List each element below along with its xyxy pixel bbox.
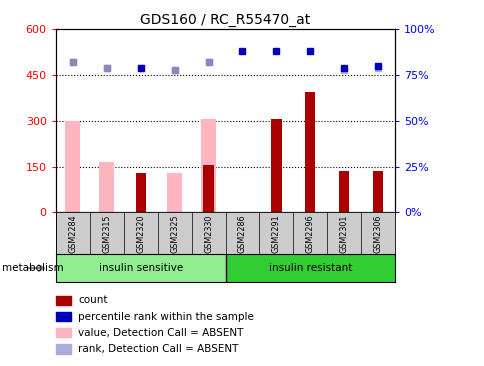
Text: GSM2306: GSM2306 — [373, 214, 382, 253]
Bar — [56, 296, 71, 305]
Text: value, Detection Call = ABSENT: value, Detection Call = ABSENT — [78, 328, 243, 338]
Bar — [304, 92, 315, 212]
Text: GSM2330: GSM2330 — [204, 214, 212, 253]
Text: GSM2296: GSM2296 — [305, 214, 314, 253]
Bar — [166, 173, 182, 212]
Bar — [203, 165, 213, 212]
Bar — [65, 121, 80, 212]
Bar — [200, 119, 216, 212]
Text: GSM2291: GSM2291 — [272, 214, 280, 253]
Text: percentile rank within the sample: percentile rank within the sample — [78, 311, 254, 322]
Text: count: count — [78, 295, 108, 306]
Title: GDS160 / RC_R55470_at: GDS160 / RC_R55470_at — [140, 13, 310, 27]
Text: GSM2301: GSM2301 — [339, 214, 348, 253]
Text: GSM2286: GSM2286 — [238, 214, 246, 253]
Bar — [225, 254, 394, 282]
Text: GSM2325: GSM2325 — [170, 214, 179, 253]
Text: GSM2315: GSM2315 — [102, 214, 111, 253]
Bar — [135, 173, 145, 212]
Text: GSM2284: GSM2284 — [68, 214, 77, 253]
Bar — [99, 162, 114, 212]
Text: metabolism: metabolism — [2, 263, 64, 273]
Text: insulin sensitive: insulin sensitive — [98, 263, 182, 273]
Bar — [56, 254, 225, 282]
Bar — [56, 328, 71, 337]
Bar — [372, 171, 382, 212]
Text: rank, Detection Call = ABSENT: rank, Detection Call = ABSENT — [78, 344, 238, 354]
Bar — [56, 344, 71, 354]
Text: GSM2320: GSM2320 — [136, 214, 145, 253]
Bar — [56, 312, 71, 321]
Text: insulin resistant: insulin resistant — [268, 263, 351, 273]
Bar — [338, 171, 348, 212]
Bar — [271, 119, 281, 212]
